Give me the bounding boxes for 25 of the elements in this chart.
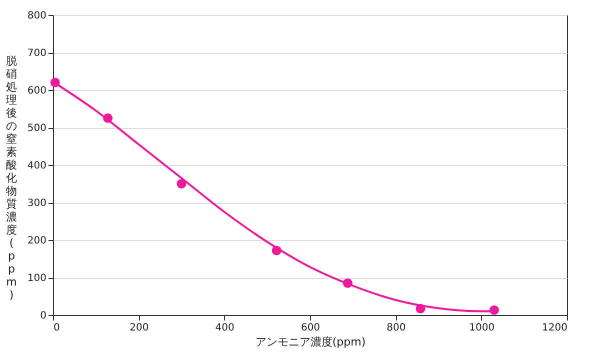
- y-tick-label: 0: [40, 310, 46, 322]
- y-tick-label: 600: [27, 86, 46, 96]
- x-tick-label: 1200: [542, 322, 568, 334]
- y-tick-label: 400: [27, 160, 46, 172]
- x-tick-label: 400: [215, 322, 234, 334]
- point: [342, 278, 352, 288]
- x-tick-label: 800: [386, 322, 406, 334]
- x-tick-label: 600: [300, 322, 320, 334]
- x-axis-title: アンモニア濃度(ppm): [255, 336, 366, 348]
- y-tick-label: 200: [27, 236, 46, 246]
- x-tick-label: 200: [130, 322, 149, 334]
- x-tick-label: 0: [54, 322, 60, 334]
- y-tick-label: 800: [27, 10, 46, 22]
- point: [416, 304, 426, 314]
- text: 脱硝処理後の窒素酸化物質濃度(ppm): [6, 54, 17, 302]
- point: [489, 305, 499, 315]
- point: [103, 113, 113, 123]
- y-tick-label: 500: [27, 123, 46, 134]
- y-tick-label: 300: [27, 198, 46, 209]
- point: [50, 78, 60, 88]
- x-tick-label: 1000: [469, 322, 495, 334]
- y-tick-label: 100: [27, 273, 46, 284]
- point: [176, 179, 186, 188]
- y-tick-label: 700: [27, 48, 46, 59]
- point: [272, 246, 282, 256]
